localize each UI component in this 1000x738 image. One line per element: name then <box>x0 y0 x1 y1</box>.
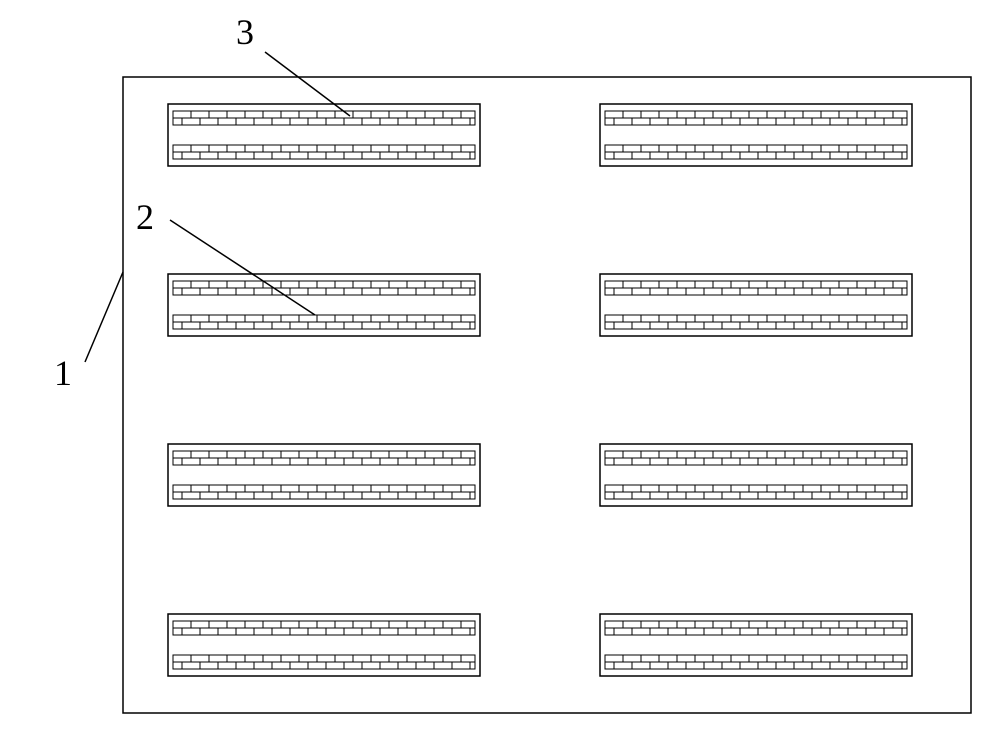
technical-diagram: 1 2 3 <box>0 0 1000 738</box>
callout-label-1: 1 <box>54 353 72 393</box>
callout-label-2: 2 <box>136 197 154 237</box>
callout-label-3: 3 <box>236 12 254 52</box>
